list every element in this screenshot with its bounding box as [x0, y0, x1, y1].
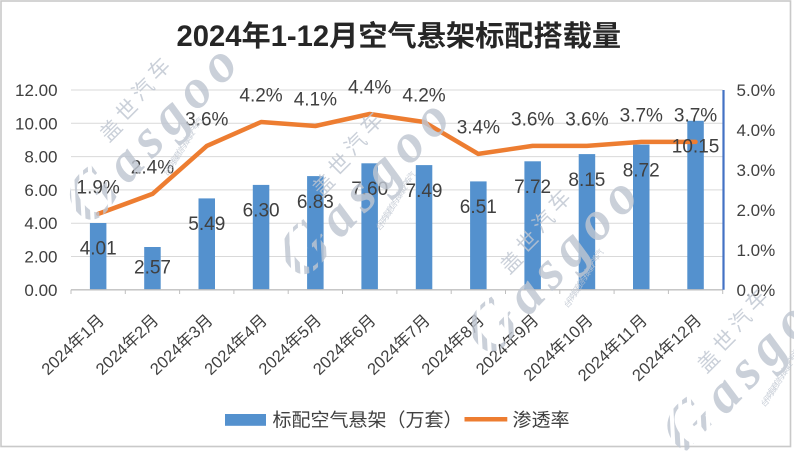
svg-text:2.4%: 2.4% — [131, 158, 174, 179]
svg-text:7.60: 7.60 — [351, 179, 388, 200]
svg-text:5.0%: 5.0% — [737, 81, 776, 100]
svg-text:4.01: 4.01 — [80, 239, 117, 260]
svg-text:4.4%: 4.4% — [348, 78, 391, 99]
svg-text:3.4%: 3.4% — [457, 118, 500, 139]
svg-text:2.00: 2.00 — [24, 248, 57, 267]
svg-text:3.6%: 3.6% — [565, 110, 608, 131]
svg-text:3.0%: 3.0% — [737, 161, 776, 180]
svg-text:2024: 2024 — [177, 21, 243, 53]
svg-text:4.00: 4.00 — [24, 214, 57, 233]
svg-text:10.00: 10.00 — [15, 114, 58, 133]
svg-text:12.00: 12.00 — [15, 81, 58, 100]
svg-text:2.57: 2.57 — [134, 258, 171, 279]
svg-text:1.9%: 1.9% — [77, 178, 120, 199]
svg-text:1-12: 1-12 — [271, 21, 329, 53]
svg-text:2.0%: 2.0% — [737, 201, 776, 220]
svg-text:8.15: 8.15 — [568, 170, 605, 191]
svg-text:0.00: 0.00 — [24, 281, 57, 300]
svg-text:6.00: 6.00 — [24, 181, 57, 200]
svg-text:4.0%: 4.0% — [737, 121, 776, 140]
svg-text:7.49: 7.49 — [406, 181, 443, 202]
svg-text:3.7%: 3.7% — [674, 106, 717, 127]
svg-text:1.0%: 1.0% — [737, 241, 776, 260]
svg-text:3.6%: 3.6% — [511, 110, 554, 131]
svg-text:8.00: 8.00 — [24, 148, 57, 167]
svg-text:8.72: 8.72 — [623, 160, 660, 181]
svg-text:10.15: 10.15 — [672, 137, 720, 158]
svg-text:7.72: 7.72 — [514, 177, 551, 198]
svg-text:5.49: 5.49 — [188, 214, 225, 235]
svg-text:4.2%: 4.2% — [239, 86, 282, 107]
svg-text:4.2%: 4.2% — [402, 86, 445, 107]
svg-text:6.51: 6.51 — [460, 197, 497, 218]
svg-text:4.1%: 4.1% — [294, 90, 337, 111]
svg-text:6.83: 6.83 — [297, 192, 334, 213]
svg-text:6.30: 6.30 — [243, 201, 280, 222]
svg-text:3.7%: 3.7% — [620, 106, 663, 127]
